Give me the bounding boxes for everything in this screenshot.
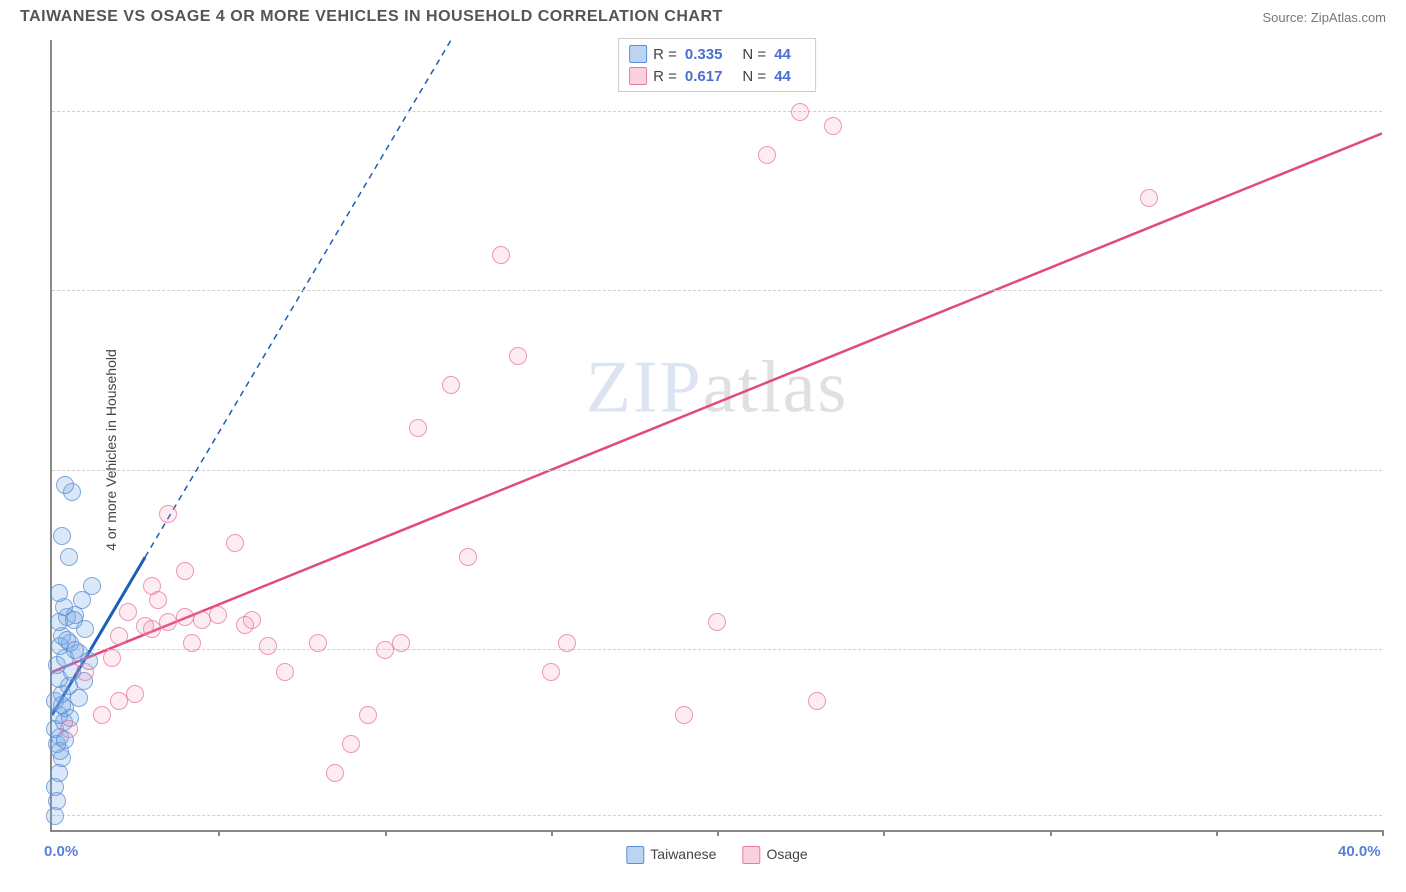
data-point-osage (808, 692, 826, 710)
data-point-osage (159, 613, 177, 631)
data-point-osage (1140, 189, 1158, 207)
data-point-osage (542, 663, 560, 681)
data-point-osage (76, 663, 94, 681)
chart-title: TAIWANESE VS OSAGE 4 OR MORE VEHICLES IN… (20, 8, 723, 26)
data-point-osage (509, 347, 527, 365)
data-point-osage (119, 603, 137, 621)
legend-item-osage: Osage (742, 846, 807, 864)
data-point-osage (276, 663, 294, 681)
swatch-blue (629, 45, 647, 63)
data-point-taiwanese (83, 577, 101, 595)
data-point-osage (376, 641, 394, 659)
data-point-osage (409, 419, 427, 437)
data-point-osage (392, 634, 410, 652)
data-point-osage (708, 613, 726, 631)
data-point-taiwanese (70, 689, 88, 707)
data-point-osage (183, 634, 201, 652)
legend-item-taiwanese: Taiwanese (626, 846, 716, 864)
legend-series: Taiwanese Osage (626, 846, 807, 864)
data-point-osage (136, 617, 154, 635)
data-point-osage (309, 634, 327, 652)
legend-row-osage: R = 0.617 N = 44 (629, 65, 805, 87)
swatch-pink (742, 846, 760, 864)
x-tick-label: 40.0% (1338, 843, 1381, 860)
plot-area: ZIPatlas R = 0.335 N = 44 R = 0.617 N = … (50, 40, 1382, 832)
data-point-osage (259, 637, 277, 655)
data-point-osage (159, 505, 177, 523)
trend-lines (52, 40, 1382, 830)
data-point-taiwanese (60, 548, 78, 566)
data-point-osage (176, 608, 194, 626)
data-point-osage (226, 534, 244, 552)
data-point-osage (675, 706, 693, 724)
plot-wrap: 4 or more Vehicles in Household ZIPatlas… (0, 30, 1406, 870)
data-point-taiwanese (53, 527, 71, 545)
data-point-osage (60, 720, 78, 738)
legend-correlation: R = 0.335 N = 44 R = 0.617 N = 44 (618, 38, 816, 92)
data-point-osage (93, 706, 111, 724)
data-point-osage (103, 649, 121, 667)
data-point-osage (791, 103, 809, 121)
data-point-osage (459, 548, 477, 566)
swatch-blue (626, 846, 644, 864)
data-point-taiwanese (53, 696, 71, 714)
chart-header: TAIWANESE VS OSAGE 4 OR MORE VEHICLES IN… (0, 0, 1406, 30)
data-point-osage (758, 146, 776, 164)
data-point-osage (110, 692, 128, 710)
swatch-pink (629, 67, 647, 85)
x-tick-label: 0.0% (44, 843, 78, 860)
data-point-osage (209, 606, 227, 624)
data-point-osage (359, 706, 377, 724)
data-point-osage (149, 591, 167, 609)
data-point-taiwanese (66, 641, 84, 659)
data-point-osage (176, 562, 194, 580)
data-point-osage (236, 616, 254, 634)
data-point-osage (193, 611, 211, 629)
watermark: ZIPatlas (586, 345, 849, 430)
data-point-osage (126, 685, 144, 703)
source-label: Source: ZipAtlas.com (1262, 10, 1386, 25)
legend-row-taiwanese: R = 0.335 N = 44 (629, 43, 805, 65)
data-point-osage (824, 117, 842, 135)
data-point-osage (442, 376, 460, 394)
data-point-osage (110, 627, 128, 645)
data-point-osage (326, 764, 344, 782)
data-point-taiwanese (65, 611, 83, 629)
data-point-taiwanese (50, 584, 68, 602)
data-point-taiwanese (56, 476, 74, 494)
data-point-osage (558, 634, 576, 652)
data-point-osage (342, 735, 360, 753)
data-point-osage (492, 246, 510, 264)
